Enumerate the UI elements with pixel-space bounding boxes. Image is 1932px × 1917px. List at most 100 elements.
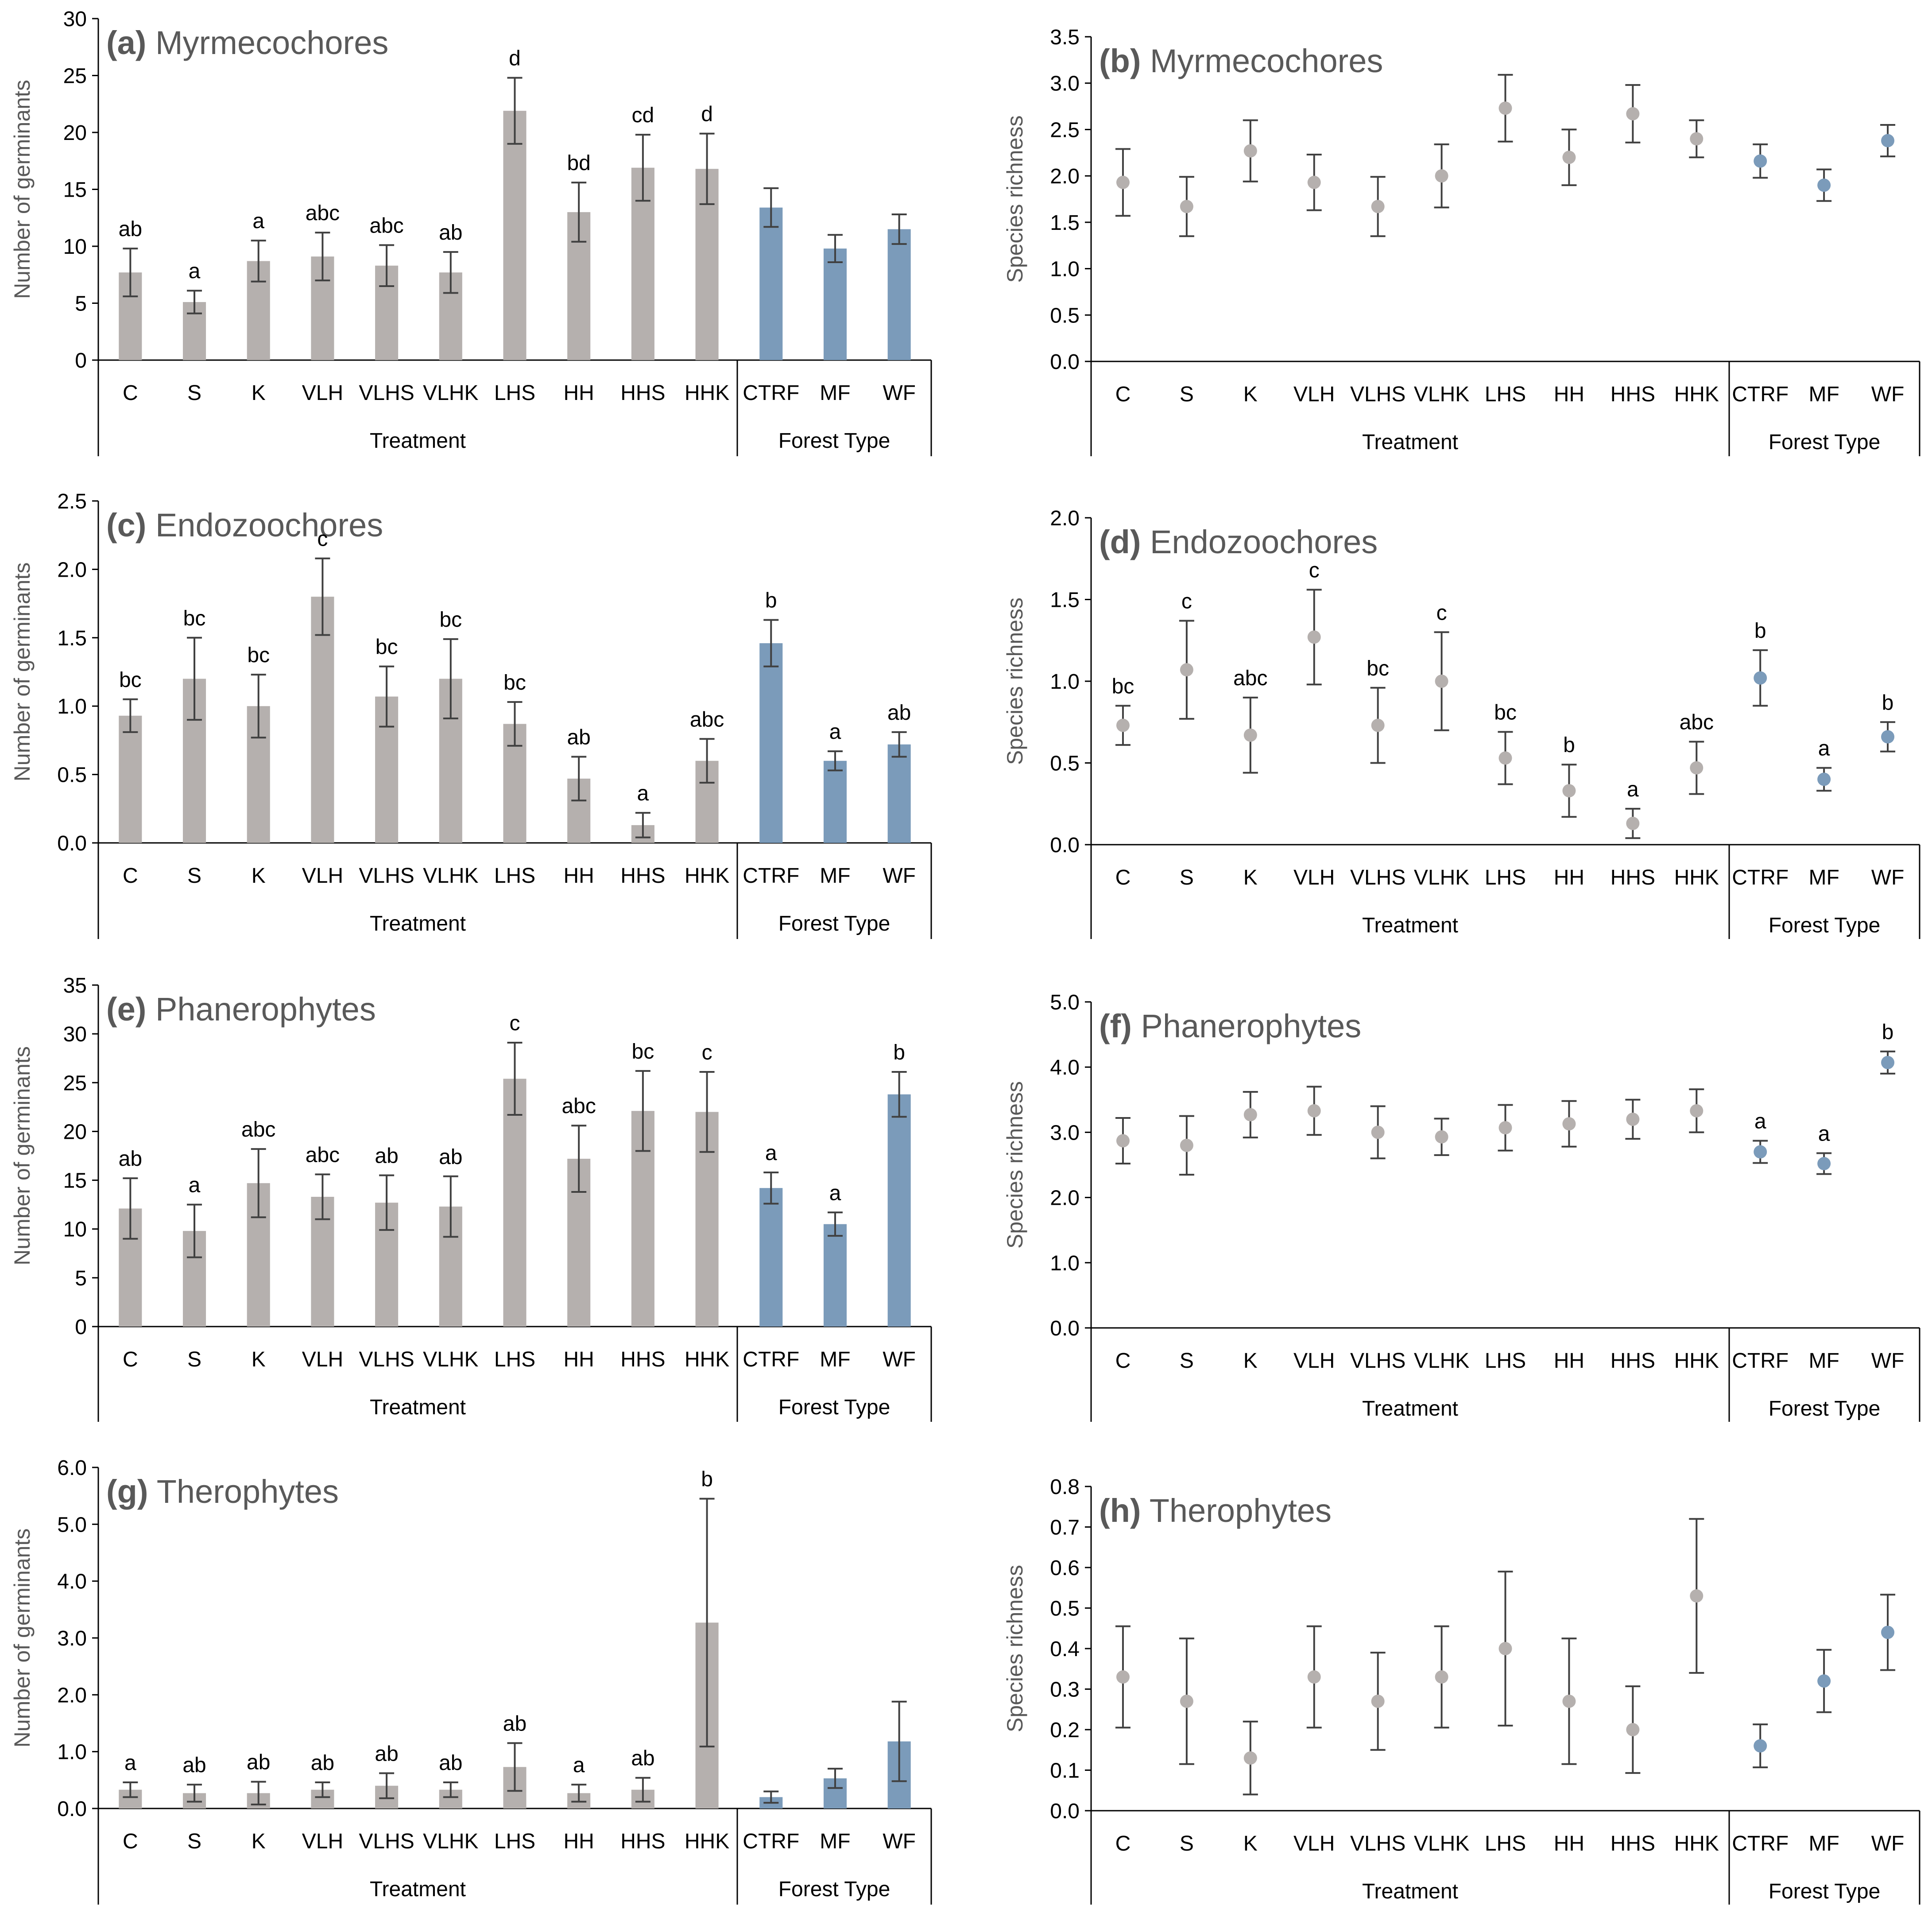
chart-h-point [1690, 1589, 1704, 1603]
chart-e-significance-letter: abc [241, 1118, 275, 1141]
chart-d-significance-letter: c [1309, 559, 1320, 582]
chart-a-significance-letter: bd [567, 151, 590, 175]
chart-f-point [1626, 1112, 1640, 1126]
chart-b-x-tick-label: VLHK [1414, 383, 1469, 406]
chart-g-y-tick-label: 0.0 [57, 1797, 87, 1821]
chart-e-y-tick-label: 10 [63, 1218, 87, 1242]
chart-h-x-tick-label: HHK [1674, 1832, 1719, 1855]
chart-g-significance-letter: ab [311, 1751, 334, 1775]
chart-b-point [1435, 169, 1448, 183]
chart-h-y-tick-label: 0.2 [1050, 1719, 1080, 1742]
chart-g-x-tick-label: CTRF [743, 1830, 799, 1853]
chart-d-significance-letter: abc [1680, 711, 1714, 734]
chart-a-x-tick-label: CTRF [743, 381, 799, 405]
chart-e-group-label-treatment: Treatment [370, 1396, 466, 1419]
chart-e-x-tick-label: HHS [620, 1348, 665, 1371]
chart-h-y-tick-label: 0.4 [1050, 1638, 1080, 1661]
chart-c-significance-letter: bc [119, 668, 142, 692]
chart-h-point [1498, 1642, 1512, 1655]
chart-h-x-tick-label: MF [1808, 1832, 1839, 1855]
chart-f-y-tick-label: 2.0 [1050, 1187, 1080, 1210]
chart-e-x-tick-label: VLHS [359, 1348, 414, 1371]
chart-e-significance-letter: c [510, 1012, 520, 1035]
chart-h-x-tick-label: LHS [1485, 1832, 1526, 1855]
chart-e-y-tick-label: 5 [75, 1267, 87, 1290]
chart-d-x-tick-label: VLHS [1350, 866, 1405, 889]
chart-h-x-tick-label: S [1180, 1832, 1194, 1855]
chart-c-group-label-forest-type: Forest Type [778, 912, 891, 935]
chart-d-y-tick-label: 1.0 [1050, 670, 1080, 694]
chart-f-point [1435, 1130, 1448, 1144]
chart-f-y-tick-label: 1.0 [1050, 1252, 1080, 1275]
chart-h-point [1626, 1723, 1640, 1736]
chart-e-group-label-forest-type: Forest Type [778, 1396, 891, 1419]
chart-f: 0.0 1.0 2.0 3.0 4.0 5.0 Species richness C S K VLH… [1003, 991, 1920, 1422]
chart-h-y-tick-label: 0.3 [1050, 1678, 1080, 1702]
chart-e-significance-letter: ab [375, 1145, 398, 1168]
chart-d-title-letter: (d) [1099, 524, 1141, 560]
chart-a-title: (a) Myrmecochores [106, 24, 388, 61]
chart-c-title: (c) Endozoochores [106, 507, 383, 543]
chart-f-x-tick-label: HHK [1674, 1349, 1719, 1373]
chart-c-significance-letter: ab [887, 701, 911, 725]
chart-d-significance-letter: b [1754, 619, 1766, 643]
chart-b-point [1307, 175, 1321, 189]
chart-f-point [1116, 1134, 1130, 1148]
chart-a-bar [823, 248, 847, 360]
chart-h-point [1180, 1694, 1193, 1708]
chart-c: 0.0 0.5 1.0 1.5 2.0 2.5 Number of germinants C S… [10, 490, 932, 939]
chart-g-title: (g) Therophytes [106, 1473, 339, 1510]
chart-b-y-tick-label: 0.0 [1050, 350, 1080, 374]
chart-c-x-tick-label: VLHS [359, 864, 414, 888]
chart-f-point [1243, 1108, 1257, 1121]
chart-e-x-tick-label: LHS [494, 1348, 535, 1371]
chart-g: 0.0 1.0 2.0 3.0 4.0 5.0 6.0 Number of germinant… [10, 1456, 932, 1905]
chart-e-y-tick-label: 20 [63, 1120, 87, 1144]
chart-d-x-tick-label: CTRF [1732, 866, 1789, 889]
chart-c-x-tick-label: LHS [494, 864, 535, 888]
chart-c-y-axis-title: Number of germinants [10, 563, 35, 782]
chart-d-point [1435, 675, 1448, 688]
chart-d-x-tick-label: LHS [1485, 866, 1526, 889]
chart-g-x-tick-label: HHS [620, 1830, 665, 1853]
chart-h-point [1371, 1694, 1385, 1708]
chart-e-bar [503, 1079, 527, 1327]
chart-c-x-tick-label: MF [820, 864, 850, 888]
chart-d-y-tick-label: 0.0 [1050, 834, 1080, 857]
chart-h-point [1562, 1694, 1576, 1708]
chart-f-title: (f) Phanerophytes [1099, 1008, 1361, 1044]
chart-d-significance-letter: b [1563, 733, 1575, 757]
chart-h-title-text: Therophytes [1141, 1492, 1332, 1529]
chart-d-x-tick-label: S [1180, 866, 1194, 889]
chart-a-y-axis-title: Number of germinants [10, 80, 35, 299]
chart-f-y-tick-label: 0.0 [1050, 1317, 1080, 1340]
chart-d-title: (d) Endozoochores [1099, 524, 1378, 560]
chart-c-y-tick-label: 1.5 [57, 627, 87, 650]
chart-a-y-tick-label: 15 [63, 179, 87, 202]
chart-a-significance-letter: d [701, 103, 713, 126]
chart-d-significance-letter: a [1818, 737, 1830, 761]
chart-h-y-tick-label: 0.1 [1050, 1759, 1080, 1783]
chart-e-significance-letter: ab [119, 1147, 142, 1171]
chart-c-x-tick-label: HHS [620, 864, 665, 888]
chart-f-x-tick-label: K [1243, 1349, 1258, 1373]
chart-h: 0.0 0.1 0.2 0.3 0.4 0.5 0.6 0.7 0.8 Species richn… [1003, 1475, 1920, 1905]
chart-a-x-tick-label: LHS [494, 381, 535, 405]
chart-a-x-tick-label: C [123, 381, 138, 405]
chart-e-significance-letter: a [829, 1181, 841, 1205]
chart-c-significance-letter: bc [247, 644, 270, 667]
chart-d-point [1371, 718, 1385, 732]
chart-h-point [1116, 1670, 1130, 1684]
chart-g-x-tick-label: MF [820, 1830, 850, 1853]
chart-a-significance-letter: cd [632, 104, 654, 127]
chart-g-significance-letter: a [573, 1754, 585, 1777]
chart-h-point [1817, 1674, 1831, 1688]
chart-f-y-tick-label: 4.0 [1050, 1056, 1080, 1079]
chart-g-x-tick-label: VLH [302, 1830, 343, 1853]
chart-a-bar [503, 111, 527, 361]
chart-c-significance-letter: ab [567, 726, 590, 749]
chart-e-y-tick-label: 30 [63, 1023, 87, 1046]
chart-d-x-tick-label: VLH [1293, 866, 1335, 889]
chart-b-y-tick-label: 0.5 [1050, 304, 1080, 327]
chart-f-x-tick-label: LHS [1485, 1349, 1526, 1373]
